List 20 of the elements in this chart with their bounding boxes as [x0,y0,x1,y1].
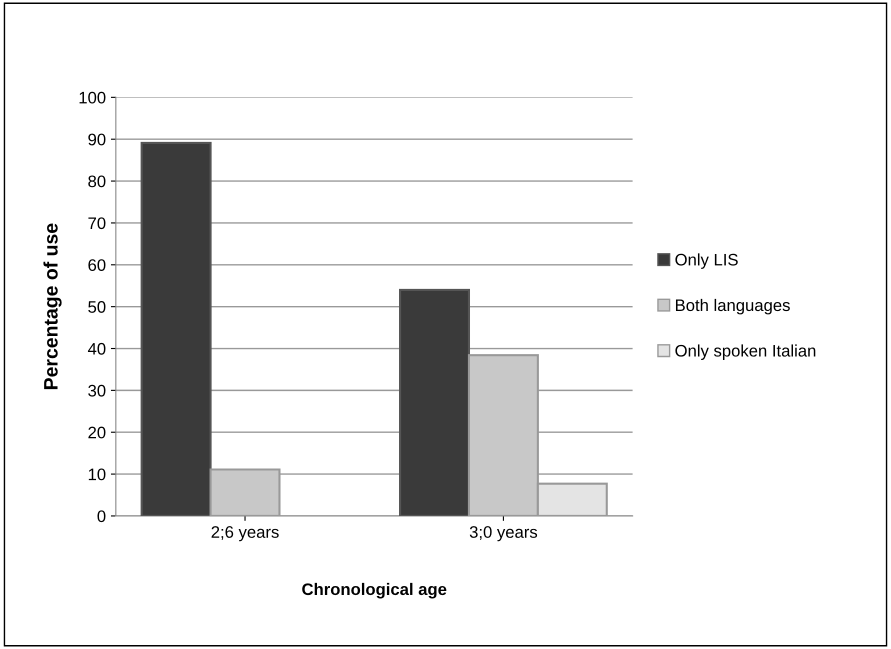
y-tick-label: 60 [88,259,106,271]
y-tick-label: 30 [88,384,106,397]
y-axis-title: Percentage of use [43,224,62,390]
x-tick-label: 2;6 years [212,526,279,542]
x-axis-title: Chronological age [302,582,446,598]
y-tick-label: 10 [88,468,106,480]
y-tick-label: 50 [88,301,106,313]
y-tick-label: 70 [88,217,106,230]
legend-label: Only spoken Italian [675,344,816,360]
y-tick-label: 40 [88,342,106,355]
bar [140,142,212,516]
bar [399,288,470,516]
y-tick-label: 20 [88,426,106,438]
y-tick-label: 90 [88,134,106,146]
y-tick-label: 80 [88,175,106,188]
legend-label: Only LIS [675,253,738,269]
legend-label: Both languages [676,298,790,314]
x-tick-label: 3;0 years [470,526,538,542]
y-tick-label: 0 [97,510,106,522]
y-tick-label: 100 [80,92,106,104]
